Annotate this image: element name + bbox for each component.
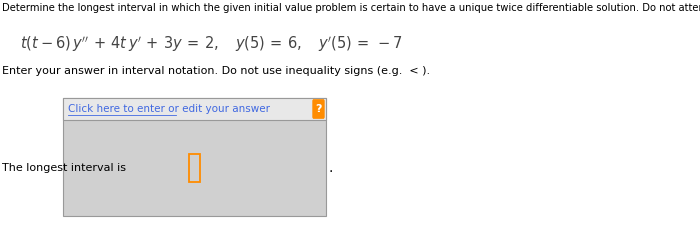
Bar [64,98,326,120]
Text: ?: ? [315,104,322,114]
FancyBboxPatch shape [313,99,324,118]
Bar [64,98,326,216]
Text: The longest interval is: The longest interval is [2,163,126,173]
Text: $t(t-6)\,y''\,+\,4t\,y'\,+\,3y\,=\,2,\quad y(5)\,=\,6,\quad y'(5)\,=\,-7$: $t(t-6)\,y''\,+\,4t\,y'\,+\,3y\,=\,2,\qu… [20,34,402,54]
Bar [190,154,200,182]
Text: Click here to enter or edit your answer: Click here to enter or edit your answer [69,104,270,114]
Text: .: . [329,161,333,175]
Text: Determine the longest interval in which the given initial value problem is certa: Determine the longest interval in which … [2,3,700,13]
Text: Enter your answer in interval notation. Do not use inequality signs (e.g.  < ).: Enter your answer in interval notation. … [2,66,430,76]
